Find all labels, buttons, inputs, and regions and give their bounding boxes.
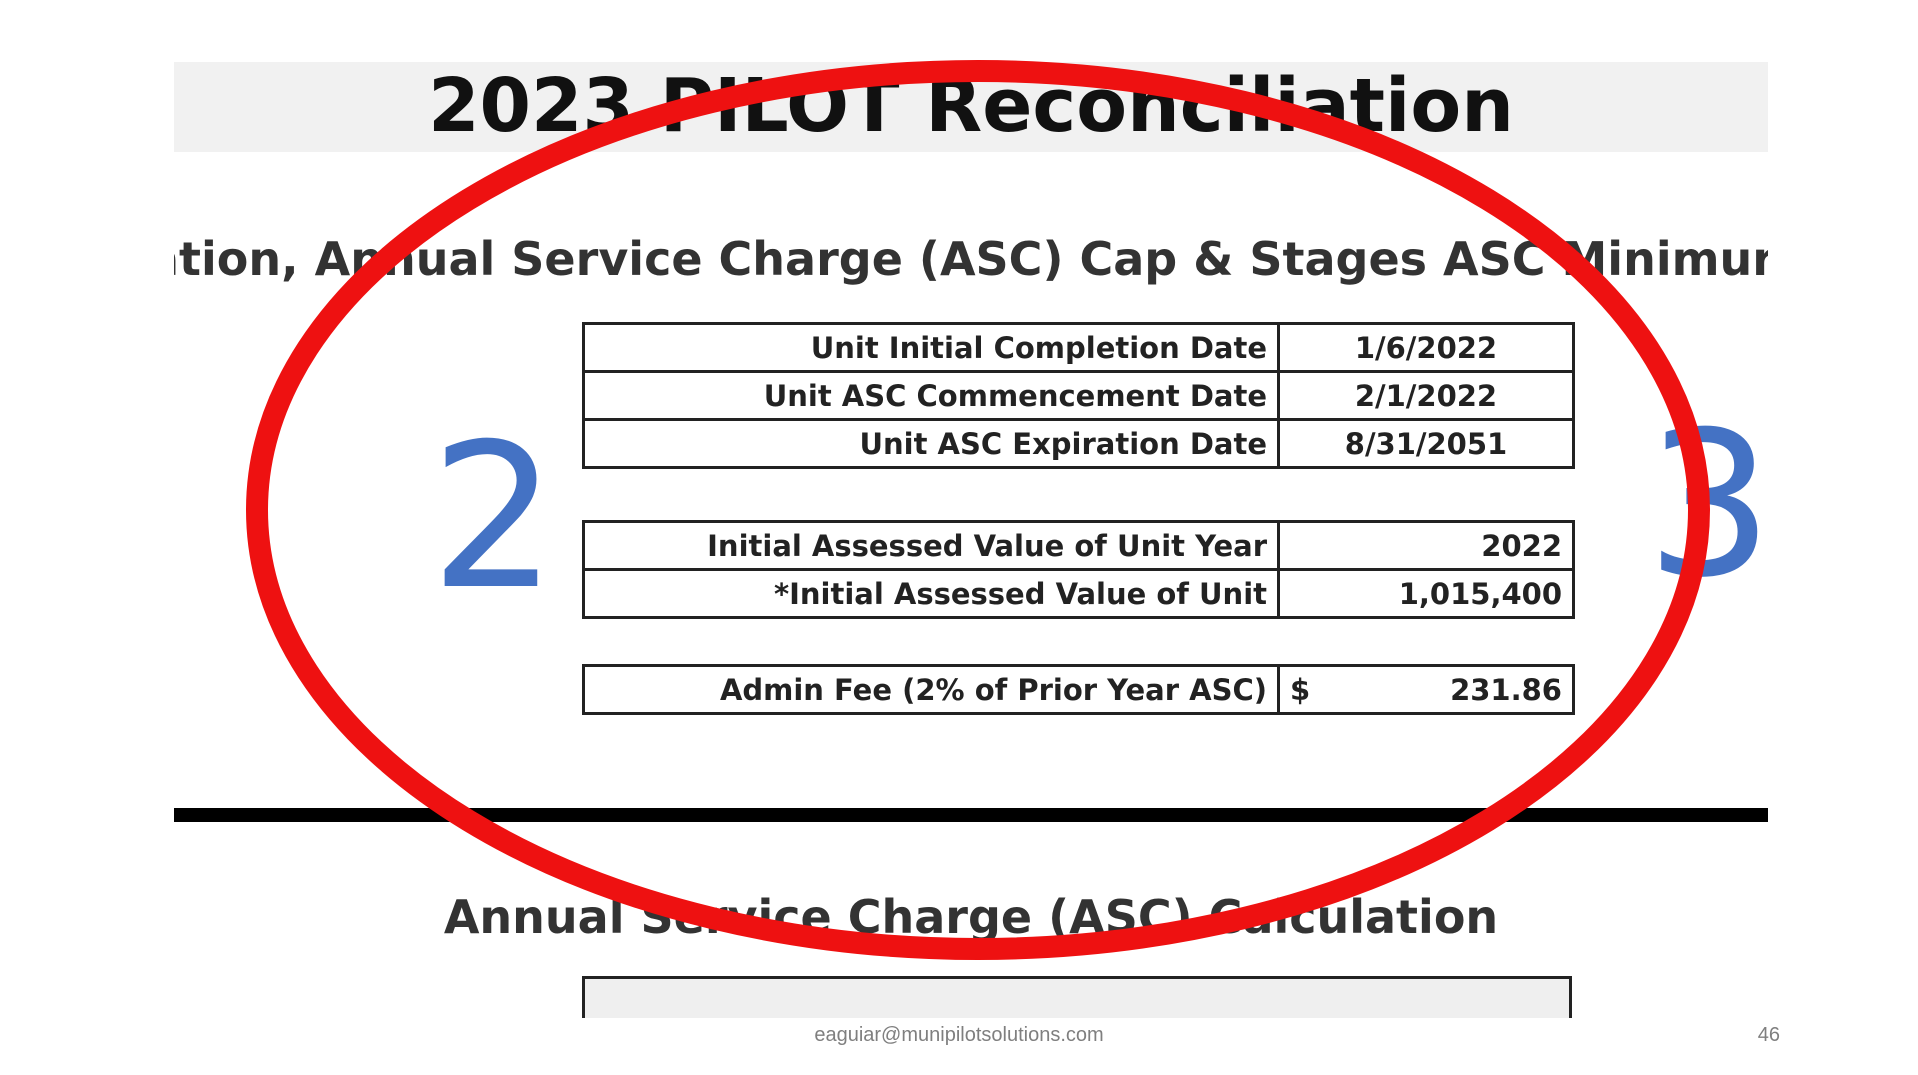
subtitle-clip: ation, Annual Service Charge (ASC) Cap &…: [174, 232, 1768, 302]
admin-fee-value: 231.86: [1450, 672, 1562, 707]
table-row: *Initial Assessed Value of Unit 1,015,40…: [582, 568, 1575, 619]
assessed-value-label: *Initial Assessed Value of Unit: [582, 568, 1280, 619]
assessed-value-table: Initial Assessed Value of Unit Year 2022…: [582, 520, 1575, 619]
completion-date-value: 1/6/2022: [1277, 322, 1575, 373]
expiration-date-value: 8/31/2051: [1277, 418, 1575, 469]
assessed-value-value: 1,015,400: [1277, 568, 1575, 619]
footer-email: eaguiar@munipilotsolutions.com: [814, 1024, 1104, 1046]
table-row: Unit Initial Completion Date 1/6/2022: [582, 322, 1575, 373]
section-subtitle: ation, Annual Service Charge (ASC) Cap &…: [174, 232, 1768, 286]
admin-fee-table: Admin Fee (2% of Prior Year ASC) $ 231.8…: [582, 664, 1575, 715]
image-bottom-clip: [0, 1018, 1918, 1075]
table-row: Unit ASC Commencement Date 2/1/2022: [582, 370, 1575, 421]
table-row: Initial Assessed Value of Unit Year 2022: [582, 520, 1575, 571]
section-divider: [174, 808, 1768, 822]
currency-symbol: $: [1290, 672, 1311, 707]
table-row: Unit ASC Expiration Date 8/31/2051: [582, 418, 1575, 469]
admin-fee-cell: $ 231.86: [1277, 664, 1575, 715]
admin-fee-label: Admin Fee (2% of Prior Year ASC): [582, 664, 1280, 715]
assessed-year-value: 2022: [1277, 520, 1575, 571]
dates-table: Unit Initial Completion Date 1/6/2022 Un…: [582, 322, 1575, 469]
page-number: 46: [1757, 1024, 1780, 1046]
expiration-date-label: Unit ASC Expiration Date: [582, 418, 1280, 469]
table-row: Admin Fee (2% of Prior Year ASC) $ 231.8…: [582, 664, 1575, 715]
commencement-date-label: Unit ASC Commencement Date: [582, 370, 1280, 421]
completion-date-label: Unit Initial Completion Date: [582, 322, 1280, 373]
commencement-date-value: 2/1/2022: [1277, 370, 1575, 421]
assessed-year-label: Initial Assessed Value of Unit Year: [582, 520, 1280, 571]
red-circle-annotation: [246, 60, 1710, 960]
annotation-number-left: 2: [430, 401, 558, 634]
